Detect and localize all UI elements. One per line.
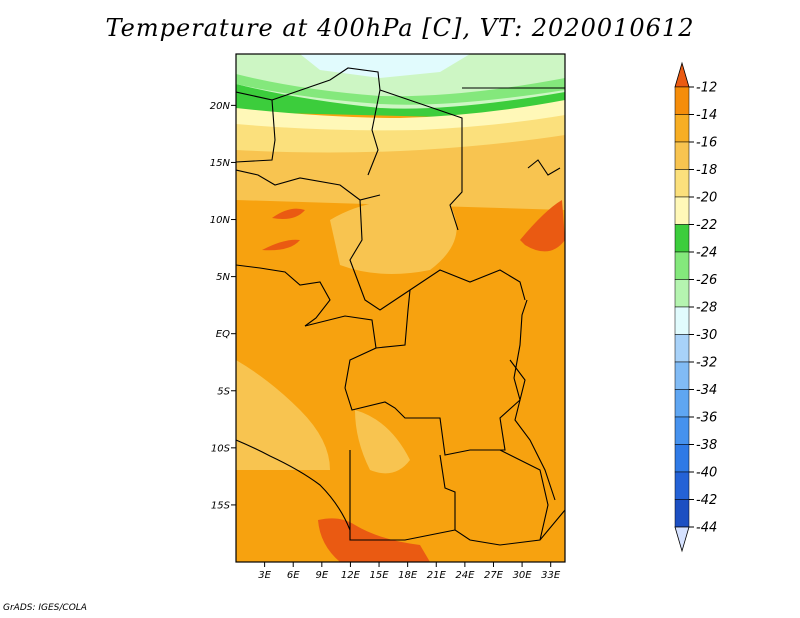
colorbar-label: -18 — [696, 163, 717, 178]
colorbar-swatch — [674, 389, 690, 418]
colorbar-swatch — [674, 141, 690, 170]
colorbar-label: -22 — [696, 218, 717, 233]
shade-west-patch — [236, 360, 330, 470]
colorbar-top-arrow — [674, 61, 690, 88]
colorbar-label: -36 — [696, 411, 717, 426]
shade-mid-green — [236, 74, 565, 105]
colorbar-swatch — [674, 114, 690, 143]
colorbar-swatch — [674, 306, 690, 335]
colorbar-label: -12 — [696, 81, 717, 96]
shade-hot-west — [262, 239, 300, 251]
lat-tick-label: 10S — [211, 443, 231, 454]
shade-green-band — [236, 84, 565, 120]
lon-tick-label: 12E — [341, 570, 361, 581]
colorbar-swatch — [674, 471, 690, 500]
colorbar-swatch — [674, 499, 690, 528]
colorbar-label: -34 — [696, 383, 717, 398]
lat-tick-label: 15S — [211, 500, 231, 511]
colorbar-swatch — [674, 361, 690, 390]
lon-tick-label: 9E — [315, 570, 328, 581]
colorbar-label: -44 — [696, 521, 717, 536]
colorbar-label: -20 — [696, 191, 717, 206]
colorbar-swatch — [674, 416, 690, 445]
lon-tick-label: 30E — [513, 570, 533, 581]
colorbar-swatch — [674, 279, 690, 308]
shade-mid-patch — [355, 410, 410, 474]
shade-light-orange — [236, 135, 565, 210]
colorbar-label: -14 — [696, 108, 717, 123]
lon-tick-label: 21E — [427, 570, 447, 581]
shade-hot-northeast — [520, 200, 565, 252]
lon-tick-label: 24E — [455, 570, 475, 581]
temperature-field — [236, 54, 565, 562]
lon-tick-label: 15E — [370, 570, 390, 581]
colorbar-swatch — [674, 334, 690, 363]
lat-tick-label: EQ — [216, 329, 230, 340]
lat-tick-label: 5S — [217, 386, 230, 397]
colorbar-label: -32 — [696, 356, 717, 371]
shade-hot-north — [272, 208, 305, 219]
lon-tick-label: 6E — [287, 570, 300, 581]
lon-tick-label: 27E — [484, 570, 504, 581]
chart-title: Temperature at 400hPa [C], VT: 202001061… — [105, 14, 695, 42]
longitude-axis: 3E 6E 9E 12E 15E 18E 21E 24E 27E 30E 33E — [258, 562, 561, 581]
shade-central-patch — [330, 200, 457, 274]
colorbar-swatch — [674, 169, 690, 198]
colorbar: -12 -14 -16 -18 -20 -22 -24 -26 -28 -30 -32 -34 -36 -… — [674, 61, 717, 553]
colorbar-label: -24 — [696, 246, 717, 261]
colorbar-swatch — [674, 251, 690, 280]
lat-tick-label: 10N — [210, 215, 231, 226]
colorbar-label: -30 — [696, 328, 717, 343]
colorbar-swatch — [674, 224, 690, 253]
colorbar-swatch — [674, 444, 690, 473]
colorbar-swatch — [674, 86, 690, 115]
colorbar-swatch — [674, 196, 690, 225]
lat-tick-label: 15N — [210, 158, 231, 169]
lon-tick-label: 18E — [398, 570, 418, 581]
latitude-axis: 20N 15N 10N 5N EQ 5S 10S 15S — [210, 101, 236, 511]
lon-tick-label: 33E — [541, 570, 561, 581]
colorbar-bottom-arrow — [674, 526, 690, 553]
lat-tick-label: 5N — [216, 272, 230, 283]
lon-tick-label: 3E — [258, 570, 271, 581]
colorbar-label: -40 — [696, 466, 717, 481]
colorbar-label: -38 — [696, 438, 717, 453]
colorbar-label: -16 — [696, 136, 717, 151]
lat-tick-label: 20N — [210, 101, 231, 112]
grads-credit: GrADS: IGES/COLA — [3, 603, 87, 613]
country-borders — [236, 67, 565, 546]
colorbar-label: -28 — [696, 301, 717, 316]
map-frame — [235, 53, 566, 563]
colorbar-label: -42 — [696, 493, 717, 508]
colorbar-label: -26 — [696, 273, 717, 288]
